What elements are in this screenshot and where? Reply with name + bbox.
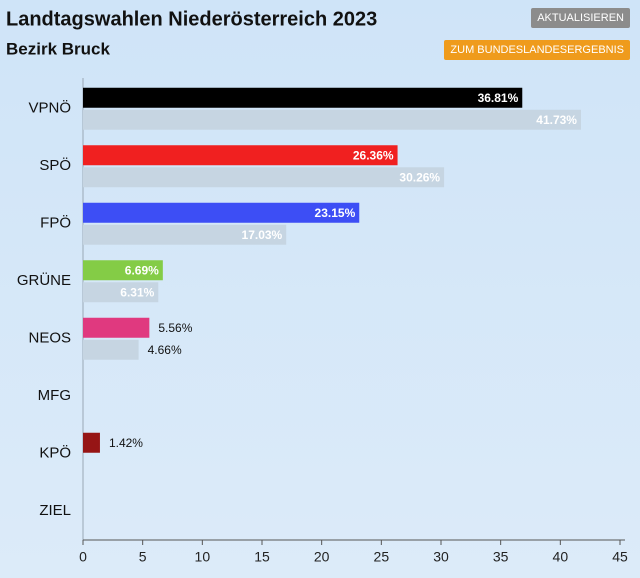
- bar: [83, 317, 150, 338]
- value-label: 6.69%: [125, 263, 159, 277]
- bar: [83, 87, 523, 108]
- bar: [83, 145, 398, 166]
- bar: [83, 224, 287, 245]
- bar: [83, 282, 159, 303]
- bar: [83, 167, 445, 188]
- y-tick-label: VPNÖ: [28, 99, 71, 117]
- x-tick-label: 20: [314, 549, 330, 565]
- y-tick-label: ZIEL: [39, 502, 71, 519]
- x-tick-label: 10: [195, 549, 211, 565]
- x-tick-label: 35: [493, 549, 509, 565]
- bar: [83, 339, 139, 360]
- x-tick-label: 5: [139, 549, 147, 565]
- bar: [83, 202, 360, 223]
- value-label: 17.03%: [242, 228, 283, 242]
- value-label: 6.31%: [120, 285, 154, 299]
- x-tick-label: 30: [433, 549, 449, 565]
- y-tick-label: NEOS: [28, 330, 71, 347]
- value-label: 41.73%: [536, 113, 577, 127]
- value-label: 5.56%: [158, 321, 192, 335]
- bar: [83, 260, 163, 281]
- y-tick-label: MFG: [38, 387, 71, 404]
- chart-subtitle: Bezirk Bruck: [6, 39, 110, 58]
- state-result-button[interactable]: ZUM BUNDESLANDESERGEBNIS: [444, 40, 630, 60]
- value-label: 1.42%: [109, 436, 143, 450]
- bar: [83, 432, 100, 453]
- value-label: 23.15%: [315, 206, 356, 220]
- refresh-button[interactable]: AKTUALISIEREN: [531, 8, 630, 28]
- value-label: 4.66%: [148, 343, 182, 357]
- y-tick-label: GRÜNE: [17, 271, 71, 289]
- x-tick-label: 25: [374, 549, 390, 565]
- value-label: 26.36%: [353, 148, 394, 162]
- y-tick-label: FPÖ: [40, 214, 71, 232]
- x-tick-label: 0: [79, 549, 87, 565]
- x-tick-label: 15: [254, 549, 270, 565]
- y-tick-label: SPÖ: [39, 156, 71, 174]
- chart-title: Landtagswahlen Niederösterreich 2023: [6, 8, 377, 30]
- y-tick-label: KPÖ: [39, 444, 71, 462]
- x-tick-label: 40: [553, 549, 569, 565]
- value-label: 30.26%: [399, 170, 440, 184]
- bar: [83, 109, 581, 130]
- x-tick-label: 45: [612, 549, 628, 565]
- value-label: 36.81%: [478, 91, 519, 105]
